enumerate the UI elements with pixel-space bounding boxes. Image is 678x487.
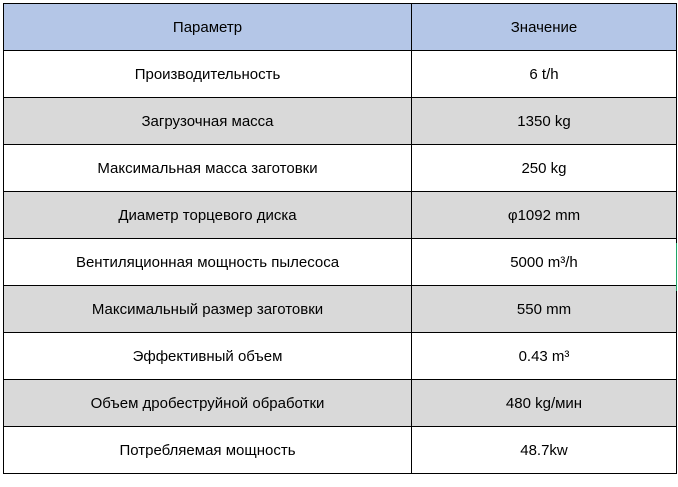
cell-param: Максимальная масса заготовки bbox=[3, 144, 412, 192]
header-param: Параметр bbox=[3, 3, 412, 51]
cell-selection-edge bbox=[676, 243, 677, 291]
table-row: Эффективный объем 0.43 m³ bbox=[3, 332, 677, 380]
cell-value: 1350 kg bbox=[411, 97, 677, 145]
cell-value: 550 mm bbox=[411, 285, 677, 333]
cell-param: Потребляемая мощность bbox=[3, 426, 412, 474]
cell-value: 48.7kw bbox=[411, 426, 677, 474]
cell-param: Максимальный размер заготовки bbox=[3, 285, 412, 333]
table-row: Производительность 6 t/h bbox=[3, 50, 677, 98]
cell-value: 5000 m³/h bbox=[411, 238, 677, 286]
table-header-row: Параметр Значение bbox=[3, 3, 677, 51]
cell-param: Вентиляционная мощность пылесоса bbox=[3, 238, 412, 286]
header-value: Значение bbox=[411, 3, 677, 51]
cell-param: Диаметр торцевого диска bbox=[3, 191, 412, 239]
cell-param: Эффективный объем bbox=[3, 332, 412, 380]
table-row: Диаметр торцевого диска φ1092 mm bbox=[3, 191, 677, 239]
table-row: Вентиляционная мощность пылесоса 5000 m³… bbox=[3, 238, 677, 286]
cell-value: 6 t/h bbox=[411, 50, 677, 98]
cell-value: φ1092 mm bbox=[411, 191, 677, 239]
table-row: Максимальный размер заготовки 550 mm bbox=[3, 285, 677, 333]
table-row: Максимальная масса заготовки 250 kg bbox=[3, 144, 677, 192]
cell-value: 480 kg/мин bbox=[411, 379, 677, 427]
table-row: Потребляемая мощность 48.7kw bbox=[3, 426, 677, 474]
cell-param: Загрузочная масса bbox=[3, 97, 412, 145]
table-row: Объем дробеструйной обработки 480 kg/мин bbox=[3, 379, 677, 427]
spec-table: Параметр Значение Производительность 6 t… bbox=[3, 3, 677, 474]
cell-value: 250 kg bbox=[411, 144, 677, 192]
cell-value: 0.43 m³ bbox=[411, 332, 677, 380]
cell-param: Производительность bbox=[3, 50, 412, 98]
table-row: Загрузочная масса 1350 kg bbox=[3, 97, 677, 145]
cell-param: Объем дробеструйной обработки bbox=[3, 379, 412, 427]
